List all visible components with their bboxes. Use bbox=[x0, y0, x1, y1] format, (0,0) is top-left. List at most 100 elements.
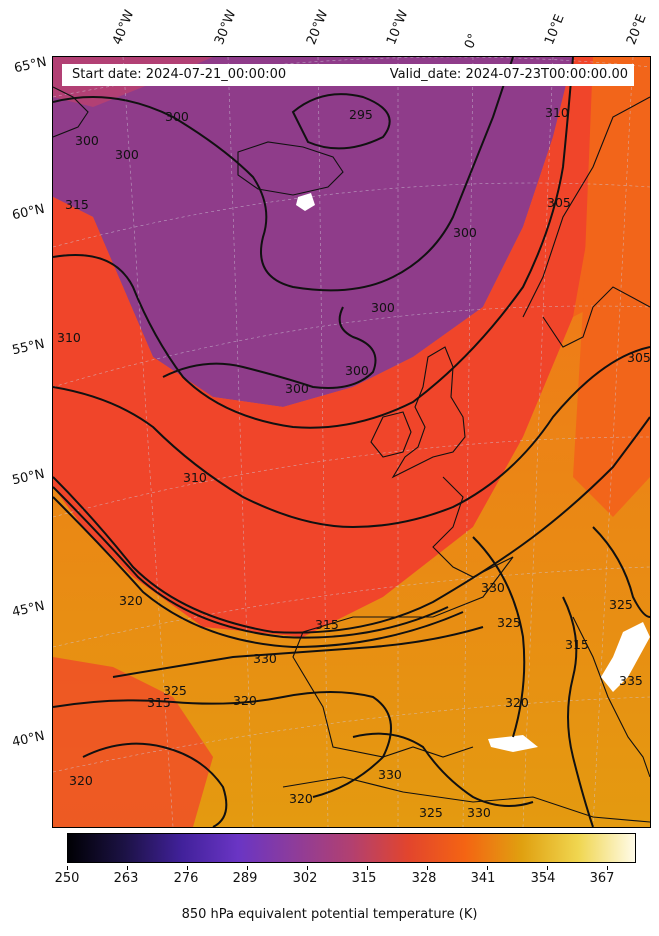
colorbar-tick-mark bbox=[607, 866, 608, 870]
lat-label: 65°N bbox=[12, 54, 48, 77]
clabel: 300 bbox=[115, 147, 139, 162]
clabel: 315 bbox=[565, 637, 589, 652]
lat-label: 40°N bbox=[10, 728, 46, 751]
clabel: 325 bbox=[497, 615, 521, 630]
italy-coast bbox=[572, 616, 650, 778]
clabel: 330 bbox=[481, 580, 505, 595]
contour-east-c bbox=[592, 526, 650, 618]
colorbar-tick-label: 289 bbox=[232, 871, 258, 886]
lon-label: 0° bbox=[462, 31, 482, 51]
lat-label: 45°N bbox=[10, 598, 46, 621]
graticule bbox=[53, 57, 650, 827]
colorbar-title: 850 hPa equivalent potential temperature… bbox=[181, 907, 478, 922]
colorbar-tick-mark bbox=[187, 866, 188, 870]
lat-label: 55°N bbox=[10, 336, 46, 359]
contours bbox=[53, 57, 650, 827]
lat-label: 60°N bbox=[10, 201, 46, 224]
colorbar-tick-label: 250 bbox=[54, 871, 80, 886]
date-header: Start date: 2024-07-21_00:00:00 Valid_da… bbox=[62, 64, 634, 86]
clabel: 320 bbox=[505, 695, 529, 710]
colorbar bbox=[67, 833, 636, 863]
nodata-iceland bbox=[296, 193, 315, 211]
lon-label: 30°W bbox=[212, 8, 240, 47]
field-gold-south bbox=[53, 277, 650, 827]
lon-label: 40°W bbox=[110, 8, 138, 47]
start-date-label: Start date: 2024-07-21_00:00:00 bbox=[72, 67, 287, 82]
clabel: 300 bbox=[453, 225, 477, 240]
contour-325 bbox=[53, 691, 392, 798]
colorbar-tick-mark bbox=[547, 866, 548, 870]
contour-330 bbox=[112, 626, 484, 678]
colorbar-tick-label: 341 bbox=[470, 871, 496, 886]
contour-300-mid bbox=[162, 306, 377, 389]
clabel: 335 bbox=[619, 673, 643, 688]
ireland-coast bbox=[370, 411, 412, 458]
lon-label: 20°E bbox=[624, 12, 650, 47]
colorbar-tick-label: 302 bbox=[292, 871, 318, 886]
clabel: 315 bbox=[147, 695, 171, 710]
clabel: 320 bbox=[119, 593, 143, 608]
lon-label: 20°W bbox=[304, 8, 332, 47]
contour-320 bbox=[53, 496, 464, 649]
contour-315-b bbox=[53, 486, 449, 639]
clabel: 300 bbox=[75, 133, 99, 148]
clabel: 300 bbox=[371, 300, 395, 315]
colorbar-tick-mark bbox=[127, 866, 128, 870]
contour-310 bbox=[53, 346, 650, 529]
contour-315-a bbox=[53, 416, 650, 634]
africa-coast bbox=[282, 776, 650, 823]
contour-south-d bbox=[352, 732, 534, 807]
clabel: 315 bbox=[65, 197, 89, 212]
clabel: 315 bbox=[315, 617, 339, 632]
clabel: 320 bbox=[289, 791, 313, 806]
clabel: 295 bbox=[349, 107, 373, 122]
colorbar-tick-mark bbox=[67, 866, 68, 870]
field-purple-region bbox=[53, 57, 573, 407]
contour-east-a bbox=[472, 536, 526, 738]
clabel: 310 bbox=[183, 470, 207, 485]
contour-labels: 295 300 300 300 300 300 300 300 305 305 … bbox=[57, 105, 650, 820]
coastlines bbox=[53, 86, 650, 823]
clabel: 310 bbox=[545, 105, 569, 120]
colorbar-tick-mark bbox=[487, 866, 488, 870]
clabel: 305 bbox=[547, 195, 571, 210]
lon-label: 10°W bbox=[384, 8, 412, 47]
contour-300-north bbox=[53, 57, 514, 292]
clabel: 325 bbox=[419, 805, 443, 820]
scandinavia-coast bbox=[522, 96, 650, 348]
lon-label: 10°E bbox=[542, 12, 568, 47]
colorbar-tick-mark bbox=[427, 866, 428, 870]
nodata-atlas bbox=[488, 735, 538, 752]
contour-295 bbox=[291, 93, 391, 150]
greenland-coast bbox=[53, 86, 89, 138]
contour-east-b bbox=[562, 596, 594, 827]
clabel: 320 bbox=[233, 693, 257, 708]
clabel: 300 bbox=[165, 109, 189, 124]
colorbar-tick-mark bbox=[367, 866, 368, 870]
lat-label: 50°N bbox=[10, 466, 46, 489]
nodata-alps bbox=[601, 622, 650, 692]
colorbar-tick-mark bbox=[247, 866, 248, 870]
clabel: 300 bbox=[285, 381, 309, 396]
clabel: 325 bbox=[609, 597, 633, 612]
clabel: 330 bbox=[378, 767, 402, 782]
colorbar-tick-label: 263 bbox=[113, 871, 139, 886]
clabel: 300 bbox=[345, 363, 369, 378]
colorbar-tick-mark bbox=[307, 866, 308, 870]
clabel: 330 bbox=[253, 651, 277, 666]
colorbar-tick-label: 354 bbox=[530, 871, 556, 886]
colorbar-tick-label: 328 bbox=[411, 871, 437, 886]
clabel: 330 bbox=[467, 805, 491, 820]
clabel: 305 bbox=[627, 350, 650, 365]
colorbar-tick-label: 315 bbox=[351, 871, 377, 886]
colorbar-tick-label: 276 bbox=[173, 871, 199, 886]
clabel: 310 bbox=[57, 330, 81, 345]
colorbar-tick-label: 367 bbox=[589, 871, 615, 886]
contour-305 bbox=[53, 57, 574, 429]
valid-date-label: Valid_date: 2024-07-23T00:00:00.00 bbox=[389, 67, 628, 82]
field-orange-east bbox=[573, 57, 650, 517]
contour-320-south bbox=[82, 742, 228, 827]
field-red-region bbox=[53, 57, 613, 637]
theta-e-map: 295 300 300 300 300 300 300 300 305 305 … bbox=[53, 57, 650, 827]
field-red-south bbox=[53, 657, 213, 827]
